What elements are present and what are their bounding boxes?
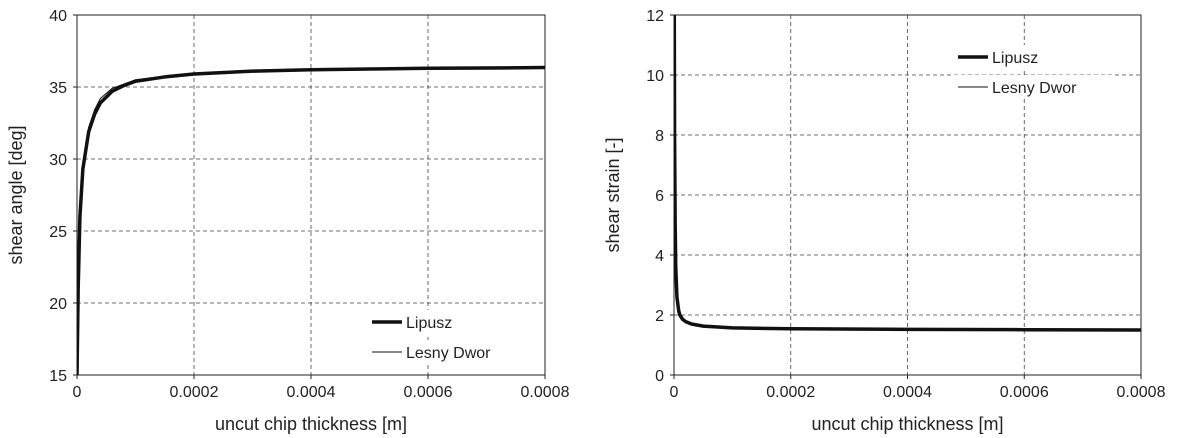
legend: Lipusz Lesny Dwor — [368, 310, 528, 364]
y-tick-label: 2 — [655, 308, 664, 325]
y-tick-label: 6 — [655, 188, 664, 205]
y-tick-label: 12 — [646, 8, 664, 25]
chart-2: 0 0.0002 0.0004 0.0006 0.0008 0 2 4 6 8 10 12 uncut … — [603, 8, 1166, 434]
chart-1: 0 0.0002 0.0004 0.0006 0.0008 15 20 25 30 35 40 unc… — [6, 8, 570, 434]
x-tick-label: 0.0008 — [521, 384, 570, 401]
legend-label: Lipusz — [992, 50, 1038, 67]
series-line-2 — [674, 15, 1141, 331]
y-tick-label: 40 — [49, 8, 67, 25]
y-tick-label: 0 — [655, 368, 664, 385]
y-tick-label: 35 — [49, 80, 67, 97]
x-axis-label: uncut chip thickness [m] — [811, 414, 1003, 434]
x-tick-label: 0.0006 — [1000, 384, 1049, 401]
y-tick-label: 20 — [49, 296, 67, 313]
legend-label: Lipusz — [406, 315, 452, 332]
x-tick-label: 0.0004 — [287, 384, 336, 401]
y-axis-label: shear angle [deg] — [6, 125, 26, 264]
y-tick-label: 30 — [49, 152, 67, 169]
y-tick-label: 4 — [655, 248, 664, 265]
y-tick-label: 25 — [49, 224, 67, 241]
series-line-2 — [77, 67, 545, 375]
legend: Lipusz Lesny Dwor — [954, 45, 1114, 99]
y-tick-label: 10 — [646, 68, 664, 85]
x-tick-label: 0.0002 — [170, 384, 219, 401]
y-tick-label: 8 — [655, 128, 664, 145]
y-tick-label: 15 — [49, 368, 67, 385]
x-tick-label: 0 — [73, 384, 82, 401]
legend-label: Lesny Dwor — [406, 345, 491, 362]
y-axis-label: shear strain [-] — [603, 137, 623, 252]
x-tick-label: 0.0006 — [404, 384, 453, 401]
x-axis-label: uncut chip thickness [m] — [215, 414, 407, 434]
x-tick-label: 0.0002 — [766, 384, 815, 401]
x-tick-label: 0 — [670, 384, 679, 401]
x-tick-label: 0.0004 — [883, 384, 932, 401]
legend-label: Lesny Dwor — [992, 80, 1077, 97]
x-tick-label: 0.0008 — [1117, 384, 1166, 401]
